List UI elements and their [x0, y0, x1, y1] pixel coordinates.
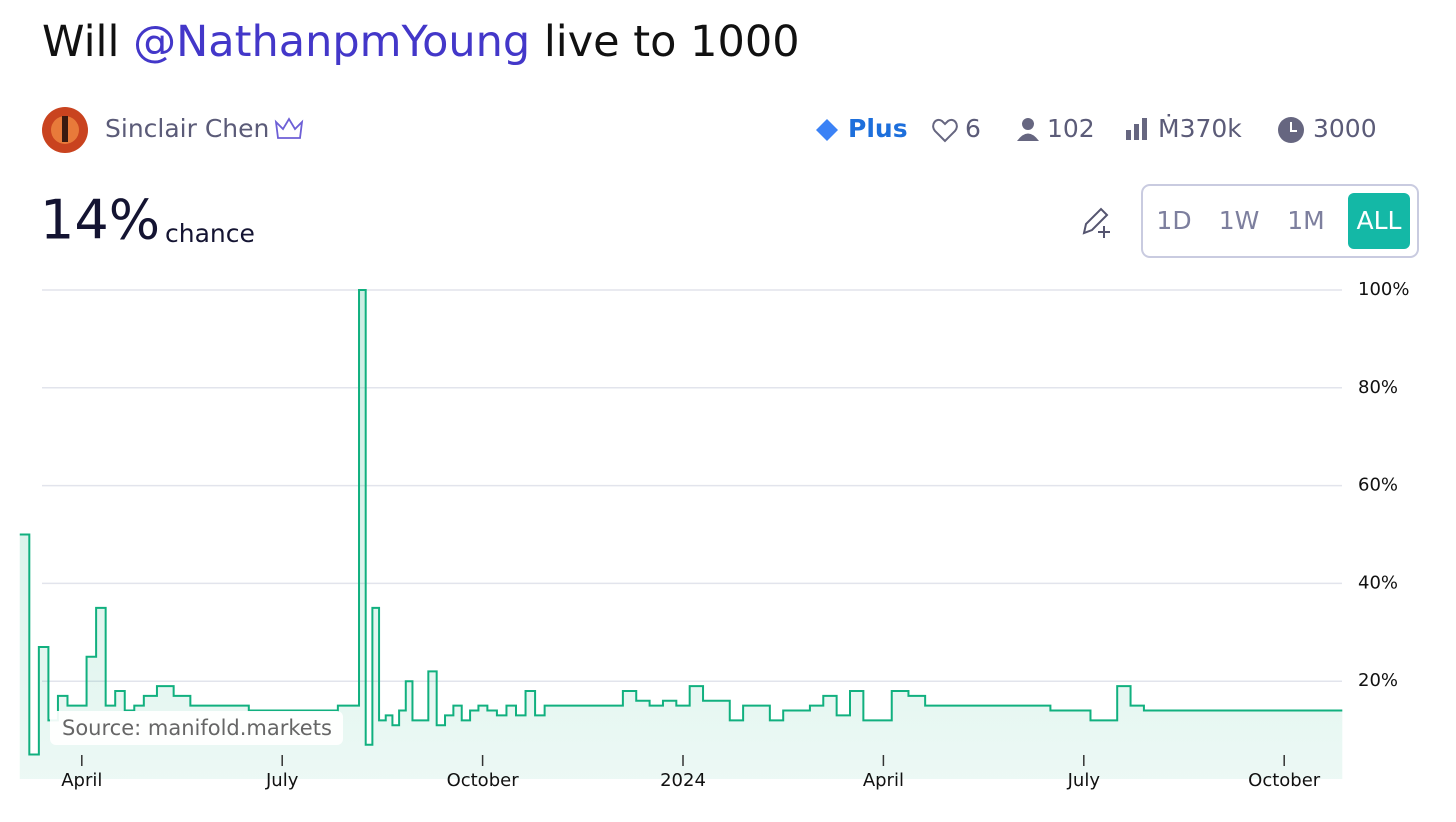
- x-tick-label: April: [61, 770, 102, 791]
- plus-sign: [1098, 226, 1110, 238]
- range-button[interactable]: 1D: [1156, 206, 1191, 235]
- range-button[interactable]: ALL: [1357, 206, 1402, 235]
- range-active-bg: [1348, 193, 1410, 249]
- y-tick-label: 80%: [1358, 377, 1398, 398]
- title-text: Will: [42, 17, 133, 67]
- badge-icon: [274, 117, 304, 139]
- x-tick-label: October: [447, 770, 520, 791]
- x-tick-label: April: [863, 770, 904, 791]
- plus-icon: [816, 119, 838, 141]
- source-label: Source: manifold.markets: [62, 716, 332, 740]
- like-count: 6: [965, 114, 981, 143]
- trader-count: 102: [1047, 114, 1095, 143]
- avatar-detail: [62, 116, 68, 142]
- x-tick-label: 2024: [660, 770, 706, 791]
- range-button[interactable]: 1M: [1287, 206, 1324, 235]
- heart-icon[interactable]: [932, 119, 958, 143]
- pencil-icon: [1082, 207, 1109, 235]
- y-tick-label: 100%: [1358, 279, 1409, 300]
- liquidity: 3000: [1313, 114, 1377, 143]
- market-title: Will @NathanpmYoung live to 1000: [42, 17, 800, 67]
- volume-icon: [1142, 118, 1147, 140]
- mention-link[interactable]: @NathanpmYoung: [133, 17, 530, 67]
- volume-icon: [1126, 130, 1131, 140]
- y-tick-label: 20%: [1358, 670, 1398, 691]
- add-annotation-button[interactable]: [1082, 207, 1110, 238]
- x-tick-label: October: [1248, 770, 1321, 791]
- user-icon: [1017, 133, 1039, 141]
- author-name[interactable]: Sinclair Chen: [105, 114, 269, 143]
- title-text: live to 1000: [530, 17, 799, 67]
- source-badge: [50, 711, 343, 745]
- y-tick-label: 40%: [1358, 572, 1398, 593]
- clock-icon: [1290, 122, 1297, 132]
- y-tick-label: 60%: [1358, 475, 1398, 496]
- line: [19, 289, 1343, 756]
- chart: 20% 40% 60% 80% 100% April July October 2024 Apri…: [19, 279, 1409, 791]
- probability-label: chance: [165, 219, 255, 248]
- x-tick-label: July: [1067, 770, 1101, 791]
- user-icon: [1022, 118, 1034, 130]
- range-button[interactable]: 1W: [1219, 206, 1260, 235]
- x-tick-label: July: [265, 770, 299, 791]
- volume-icon: [1134, 124, 1139, 140]
- volume: Ṁ370k: [1158, 114, 1242, 143]
- plus-label[interactable]: Plus: [848, 114, 908, 143]
- probability: 14%: [40, 189, 160, 252]
